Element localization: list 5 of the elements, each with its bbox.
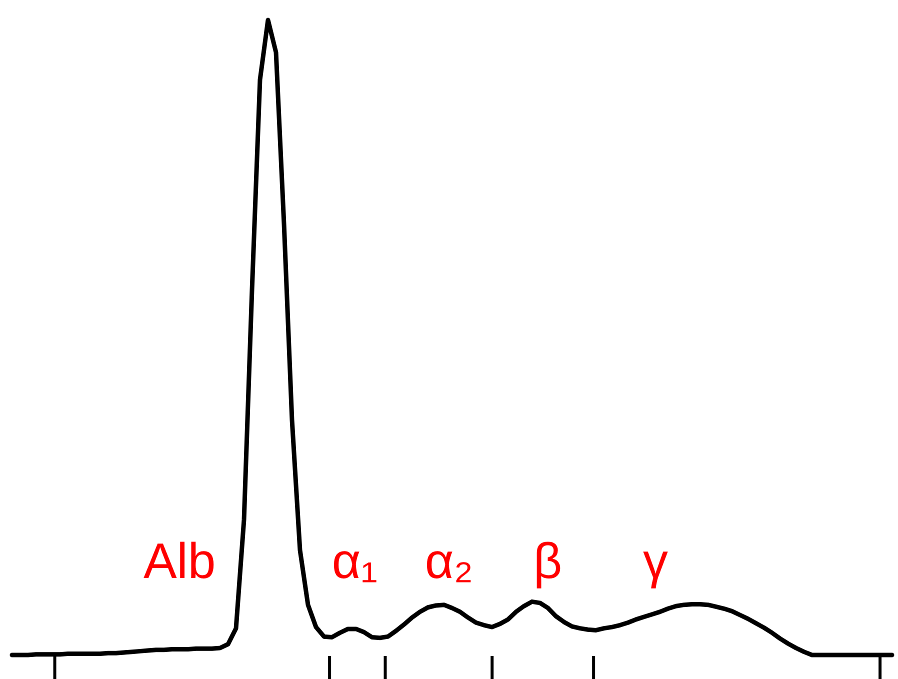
annotation: α₂: [424, 533, 474, 590]
annotation: α₁: [332, 533, 378, 590]
annotation: Alb: [143, 533, 216, 590]
annotation: γ: [643, 533, 668, 590]
annotation: β: [533, 533, 562, 590]
